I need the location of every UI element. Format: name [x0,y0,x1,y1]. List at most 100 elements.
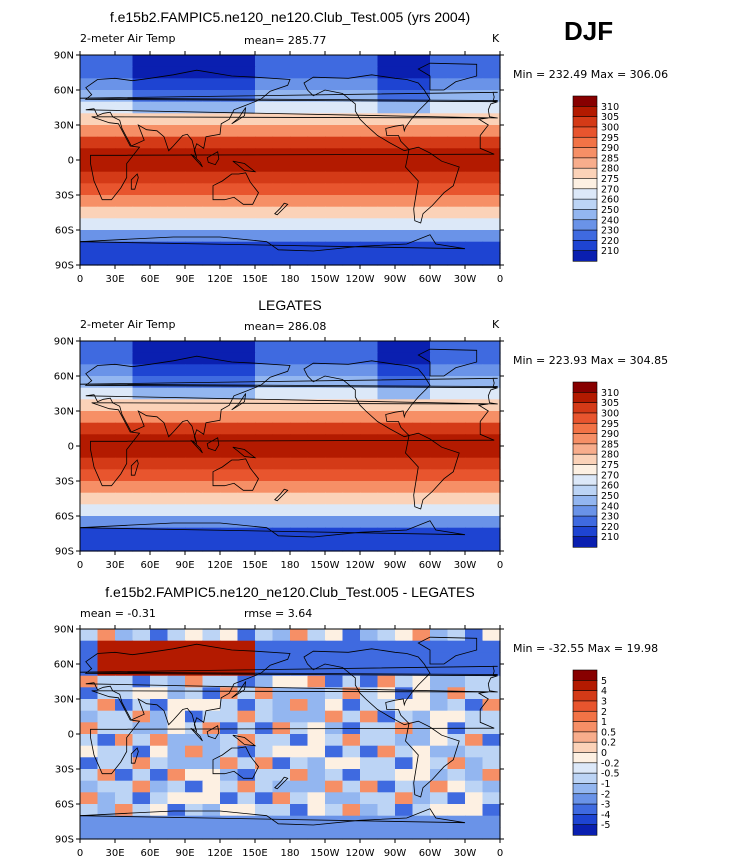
field-cell [97,699,116,712]
field-cell [132,675,151,688]
coastline [232,734,257,747]
field-cell [465,481,484,494]
field-cell [395,195,414,208]
field-cell [447,640,466,653]
colorbar-label: -3 [601,800,610,811]
field-cell [395,539,414,552]
field-cell [185,827,204,840]
field-cell [412,757,431,770]
lon-tick-label: 90W [384,560,407,571]
field-cell [202,516,221,529]
field-cell [430,136,449,149]
coastline [274,202,289,216]
field-cell [482,481,501,494]
field-cell [167,183,186,196]
field-cell [482,664,501,677]
field-cell [255,757,274,770]
field-cell [325,675,344,688]
field-cell [360,90,379,103]
colorbar-swatch [572,392,598,404]
field-cell [465,387,484,400]
lon-tick-label: 0 [77,848,83,859]
field-cell [342,113,361,126]
coastline [231,681,247,699]
field-cell [185,399,204,412]
field-cell [202,341,221,354]
field-cell [465,113,484,126]
colorbar-swatch [572,526,598,538]
colorbar-swatch [572,443,598,455]
field-cell [307,827,326,840]
field-cell [307,745,326,758]
colorbar-label: 230 [601,226,619,237]
field-cell [80,757,99,770]
field-cell [447,699,466,712]
field-cell [377,804,396,817]
coastline [303,360,431,438]
field-cell [325,171,344,184]
field-cell [167,90,186,103]
field-cell [150,434,169,447]
field-cell [395,492,414,505]
field-cell [132,148,151,161]
field-cell [220,195,239,208]
field-cell [360,481,379,494]
field-cell [132,629,151,642]
colorbar-label: 280 [601,164,619,175]
colorbar-swatch [572,783,598,795]
field-cell [185,434,204,447]
field-cell [80,78,99,91]
field-cell [465,516,484,529]
field-cell [97,183,116,196]
field-cell [237,218,256,231]
field-cell [255,734,274,747]
lon-tick-label: 180 [280,274,299,285]
field-cell [377,160,396,173]
panel-1-variable-label: 2-meter Air Temp [80,32,176,45]
field-cell [342,399,361,412]
field-cell [307,399,326,412]
field-cell [465,411,484,424]
lat-tick-label: 30S [55,765,74,776]
field-cell [465,160,484,173]
field-cell [115,469,134,482]
field-cell [255,399,274,412]
field-cell [325,160,344,173]
field-cell [132,241,151,254]
field-cell [132,757,151,770]
field-cell [360,710,379,723]
field-cell [220,206,239,219]
colorbar-label: 220 [601,236,619,247]
field-cell [167,745,186,758]
field-cell [465,492,484,505]
field-cell [430,734,449,747]
colorbar-swatch [572,772,598,785]
field-cell [430,206,449,219]
field-cell [482,113,501,126]
field-cell [342,652,361,665]
field-cell [80,722,99,735]
panel-2-units-label: K [492,318,500,331]
field-cell [115,241,134,254]
field-cell [360,352,379,365]
field-cell [80,539,99,552]
field-cell [360,206,379,219]
field-cell [237,745,256,758]
field-cell [430,341,449,354]
field-cell [202,780,221,793]
field-cell [255,640,274,653]
field-cell [150,469,169,482]
coastline [417,348,478,377]
field-cell [150,745,169,758]
field-cell [132,516,151,529]
lat-tick-label: 30N [54,121,74,132]
field-cell [447,195,466,208]
field-cell [395,652,414,665]
field-cell [412,804,431,817]
field-cell [220,780,239,793]
field-cell [342,699,361,712]
field-cell [377,78,396,91]
field-cell [482,78,501,91]
field-cell [465,55,484,68]
